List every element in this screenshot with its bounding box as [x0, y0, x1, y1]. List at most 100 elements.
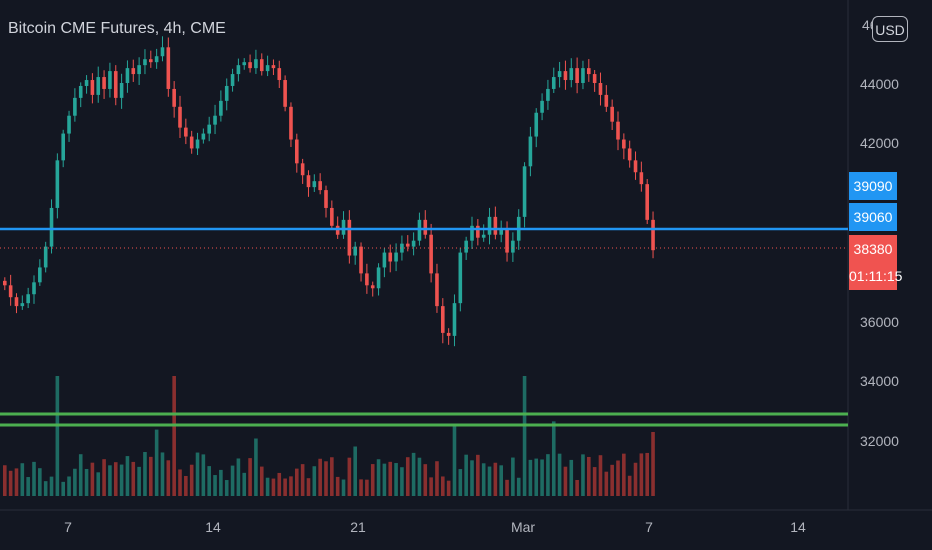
volume-bar: [149, 456, 153, 496]
volume-histogram: [3, 376, 655, 496]
volume-bar: [219, 469, 223, 496]
candle-body: [207, 124, 211, 134]
candle-body: [324, 190, 328, 208]
candle-body: [330, 207, 334, 226]
candle-body: [224, 85, 229, 101]
time-tick-label: 21: [350, 519, 366, 535]
candle-body: [14, 297, 19, 307]
volume-bar: [213, 475, 217, 496]
volume-bar: [645, 452, 649, 496]
volume-bar: [248, 458, 252, 496]
volume-bar: [540, 459, 544, 496]
candle-body: [633, 160, 638, 173]
candle-body: [49, 207, 54, 247]
candle-body: [90, 80, 95, 95]
candle-body: [184, 127, 188, 137]
candle-body: [300, 163, 305, 176]
volume-bar: [622, 453, 626, 496]
candle-body: [20, 303, 25, 307]
volume-bar: [616, 460, 620, 496]
volume-bar: [487, 466, 492, 496]
volume-bar: [43, 481, 48, 496]
volume-bar: [61, 481, 65, 496]
candle-body: [149, 59, 153, 63]
volume-bar: [499, 465, 503, 496]
candle-body: [370, 285, 375, 289]
volume-bar: [522, 376, 527, 496]
volume-bar: [137, 466, 141, 496]
candle-body: [335, 225, 340, 235]
candle-body: [522, 166, 527, 217]
volume-bar: [143, 452, 147, 496]
currency-button[interactable]: USD: [872, 16, 908, 42]
candle-body: [236, 65, 241, 75]
candle-body: [312, 181, 317, 188]
volume-bar: [370, 464, 375, 496]
candle-body: [131, 68, 136, 75]
volume-bar: [429, 477, 433, 496]
volume-bar: [563, 466, 568, 496]
volume-bar: [376, 459, 381, 496]
candle-body: [481, 234, 486, 238]
candle-body: [259, 59, 264, 72]
volume-bar: [154, 429, 159, 496]
volume-bar: [8, 470, 13, 496]
volume-bar: [184, 475, 188, 496]
volume-bar: [394, 463, 398, 496]
candle-body: [108, 71, 112, 89]
horizontal-lines: [0, 227, 848, 427]
candle-body: [499, 228, 503, 235]
candle-body: [581, 68, 585, 83]
candle-body: [411, 240, 416, 247]
candle-body: [616, 121, 620, 140]
candle-body: [67, 115, 71, 134]
candle-body: [61, 133, 65, 161]
volume-bar: [224, 480, 229, 496]
candle-body: [78, 85, 83, 98]
candle-body: [154, 56, 159, 63]
candle-body: [639, 172, 644, 185]
candle-body: [458, 252, 463, 304]
candle-body: [493, 216, 498, 235]
candle-body: [230, 74, 235, 86]
volume-bar: [604, 471, 609, 496]
volume-bar: [587, 456, 591, 496]
volume-bar: [242, 472, 247, 496]
candle-body: [43, 246, 48, 268]
volume-bar: [493, 462, 498, 496]
candle-body: [359, 246, 363, 274]
candle-body: [289, 106, 293, 140]
volume-bar: [90, 462, 95, 496]
candlestick-series: [3, 36, 655, 347]
candle-body: [435, 273, 439, 307]
volume-bar: [230, 465, 235, 496]
price-badge-line-low: 39060: [849, 203, 897, 231]
time-tick-label: 14: [790, 519, 806, 535]
volume-bar: [125, 456, 130, 496]
candle-body: [470, 225, 474, 241]
candle-body: [423, 219, 428, 235]
volume-bar: [236, 458, 241, 496]
volume-bar: [300, 464, 305, 496]
price-tick-label: 42000: [860, 135, 899, 151]
price-tick-label: 34000: [860, 373, 899, 389]
candle-body: [195, 139, 200, 149]
candle-body: [405, 243, 410, 247]
volume-bar: [569, 459, 574, 496]
candle-body: [265, 65, 270, 72]
candle-body: [96, 77, 101, 95]
candle-body: [201, 133, 206, 140]
candle-body: [248, 62, 252, 69]
candle-body: [592, 74, 597, 83]
volume-bar: [277, 472, 282, 496]
candle-body: [318, 181, 322, 191]
volume-bar: [400, 467, 404, 496]
candle-body: [587, 68, 591, 75]
volume-bar: [610, 464, 614, 496]
candle-body: [627, 148, 632, 161]
volume-bar: [505, 479, 509, 496]
candle-body: [557, 71, 562, 78]
candle-body: [55, 160, 60, 208]
volume-bar: [557, 453, 562, 496]
